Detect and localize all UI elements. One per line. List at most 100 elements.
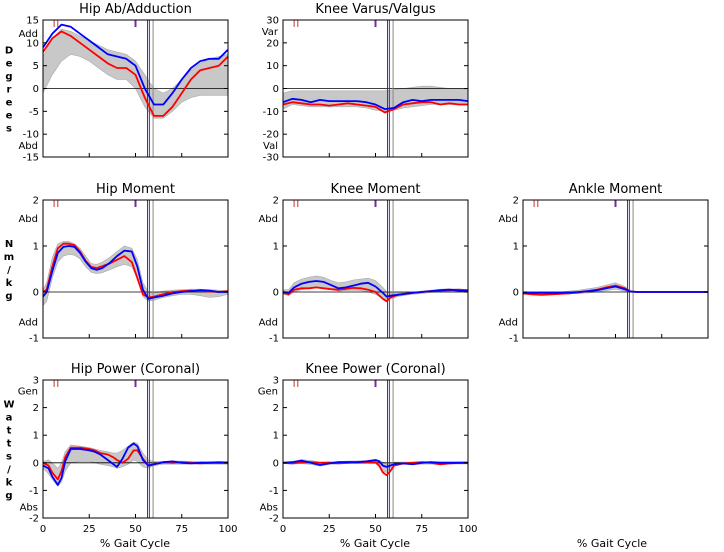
unit-letter: D [5, 46, 13, 57]
series-left-line [42, 30, 229, 117]
chart-knee-varval: Knee Varus/Valgus 30 20 10 0 -10 -20 -30 Var Val [262, 2, 469, 164]
plot-frame [522, 199, 709, 339]
y-tick-label: 0 [513, 288, 519, 299]
y-word-label: Abd [498, 214, 518, 225]
y-tick-label: -2 [269, 514, 279, 525]
y-word-label: Val [263, 141, 278, 152]
y-tick-label: -1 [269, 334, 279, 345]
y-word-label: Add [19, 317, 38, 328]
y-tick-label: -1 [29, 486, 39, 497]
chart-knee-moment: Knee Moment 2 1 0 -1 Abd Add [258, 182, 469, 345]
y-word-label: Abs [260, 502, 278, 513]
y-tick-label: 15 [26, 16, 39, 27]
x-tick-label: 25 [323, 524, 336, 535]
y-tick-label: 0 [273, 288, 279, 299]
chart-title: Knee Moment [330, 182, 420, 197]
unit-letter: k [6, 278, 13, 289]
y-tick-label: 2 [33, 196, 39, 207]
series-right-line [42, 245, 228, 300]
y-word-label: Add [19, 29, 38, 40]
y-word-label: Abs [20, 502, 38, 513]
series-left-line [282, 101, 468, 114]
x-tick-label: 75 [415, 524, 428, 535]
chart-hip-moment: Hip Moment 2 1 0 -1 Abd Add Nm / kg [4, 182, 229, 345]
y-tick-label: -20 [263, 130, 279, 141]
y-tick-label: -1 [509, 334, 519, 345]
y-tick-label: 2 [273, 403, 279, 414]
unit-letter: W [3, 400, 14, 411]
y-tick-label: 0 [33, 84, 39, 95]
y-tick-label: 3 [33, 376, 39, 387]
y-word-label: Gen [258, 387, 278, 398]
y-tick-label: 1 [273, 431, 279, 442]
y-tick-label: 1 [513, 242, 519, 253]
x-tick-label: 0 [40, 524, 46, 535]
x-tick-label: 100 [458, 524, 477, 535]
y-tick-label: 1 [273, 242, 279, 253]
y-tick-label: -1 [29, 334, 39, 345]
y-tick-label: 0 [33, 288, 39, 299]
series-right-line [523, 285, 708, 294]
y-word-label: Add [259, 317, 278, 328]
y-tick-label: 2 [273, 196, 279, 207]
y-word-label: Abd [18, 214, 38, 225]
unit-letter: N [5, 239, 13, 250]
y-tick-label: -30 [263, 153, 279, 164]
x-axis-label: % Gait Cycle [340, 537, 410, 550]
unit-letter: e [6, 111, 13, 122]
unit-letter: e [6, 59, 13, 70]
y-tick-label: 3 [273, 376, 279, 387]
unit-letter: g [5, 72, 12, 83]
series-right-line [42, 23, 229, 106]
y-tick-label: 10 [266, 61, 279, 72]
y-tick-label: 0 [33, 458, 39, 469]
x-tick-label: 50 [369, 524, 382, 535]
chart-title: Ankle Moment [569, 182, 663, 197]
unit-letter: / [7, 265, 11, 276]
chart-ankle-moment: Ankle Moment 2 1 0 -1 Abd Add [498, 182, 709, 345]
chart-title: Knee Varus/Valgus [315, 2, 435, 17]
chart-hip-abad: Hip Ab/Adduction151050-5-10-15AddAbdDegr… [5, 2, 229, 164]
x-axis-label: % Gait Cycle [577, 537, 647, 550]
plot-frame [282, 379, 469, 519]
y-word-label: Abd [18, 141, 38, 152]
y-tick-label: 2 [33, 403, 39, 414]
y-tick-label: -5 [29, 107, 39, 118]
unit-letter: a [6, 413, 13, 424]
unit-letter: g [5, 291, 12, 302]
chart-title: Hip Ab/Adduction [79, 2, 192, 17]
y-tick-label: 20 [266, 38, 279, 49]
unit-letter: e [6, 98, 13, 109]
unit-letter: t [7, 439, 12, 450]
x-tick-label: 100 [218, 524, 237, 535]
series-right-line [282, 280, 469, 298]
y-tick-label: -15 [23, 153, 39, 164]
x-tick-label: 50 [129, 524, 142, 535]
x-tick-label: 75 [175, 524, 188, 535]
unit-letter: g [5, 491, 12, 502]
unit-letter: r [7, 85, 12, 96]
series-right-line [282, 459, 468, 468]
normal-band [42, 28, 229, 119]
y-tick-label: -2 [29, 514, 39, 525]
y-tick-label: -10 [23, 130, 39, 141]
chart-title: Knee Power (Coronal) [305, 362, 445, 377]
y-tick-label: 2 [513, 196, 519, 207]
series-right-line [42, 442, 228, 486]
chart-title: Hip Power (Coronal) [71, 362, 200, 377]
y-tick-label: 30 [266, 16, 279, 27]
plot-frame [282, 199, 469, 339]
y-tick-label: 1 [33, 242, 39, 253]
y-word-label: Gen [18, 387, 38, 398]
y-tick-label: 1 [33, 431, 39, 442]
unit-letter: t [7, 426, 12, 437]
unit-letter: s [6, 452, 12, 463]
y-word-label: Var [262, 27, 279, 38]
series-right-line [282, 97, 469, 110]
y-tick-label: -10 [263, 107, 279, 118]
x-tick-label: 25 [83, 524, 96, 535]
y-word-label: Abd [258, 214, 278, 225]
